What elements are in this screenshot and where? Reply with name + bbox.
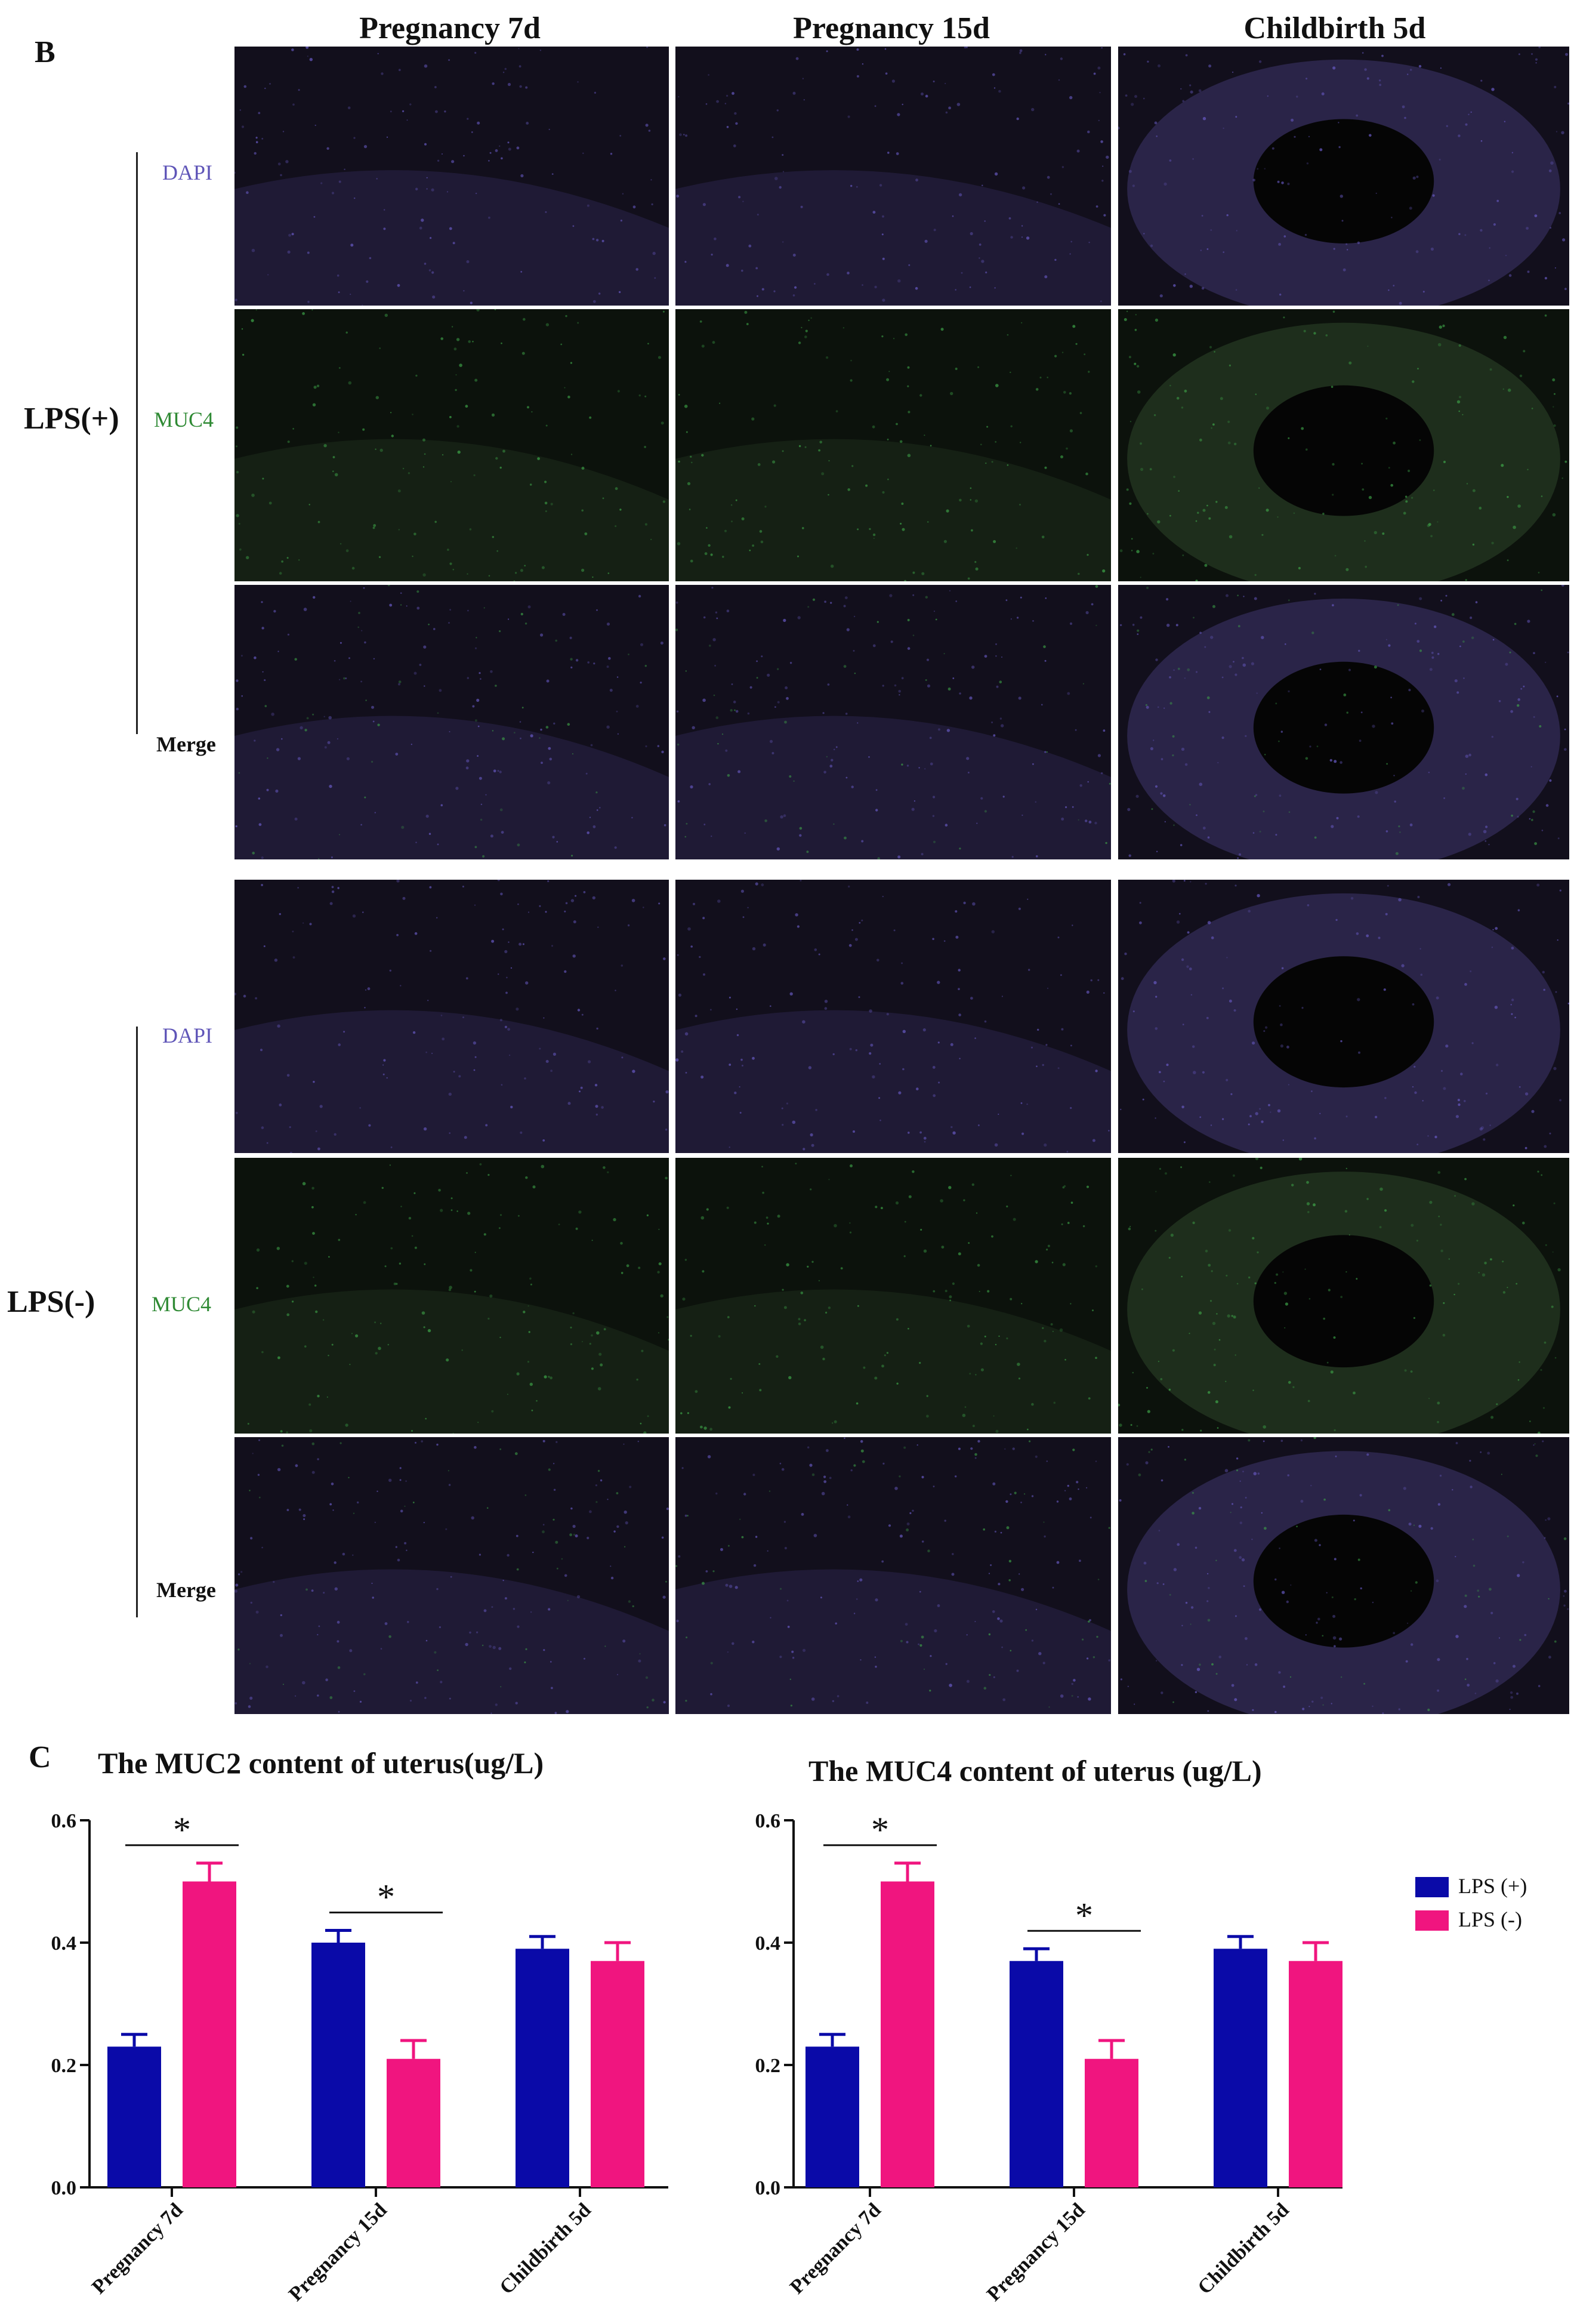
x-tick-label: Pregnancy 15d [983, 2199, 1090, 2305]
bar-lps-childbirth-5d [591, 1961, 644, 2187]
bar-lps-pregnancy-15d [387, 2058, 440, 2187]
group-label-lps-positive: LPS(+) [24, 402, 119, 436]
bar-lps-pregnancy-15d [1085, 2058, 1138, 2187]
bar-lps-childbirth-5d [516, 1949, 569, 2187]
channel-label-muc4: MUC4 [152, 1292, 212, 1316]
micrograph-lps-positive-merge-pregnancy-7d [234, 585, 669, 859]
bar-lps-pregnancy-7d [183, 1881, 236, 2187]
y-tick-label: 0.2 [755, 2055, 781, 2077]
channel-label-merge: Merge [156, 732, 216, 756]
significance-marker: * [377, 1878, 395, 1917]
chart-title-muc4: The MUC4 content of uterus (ug/L) [808, 1754, 1262, 1787]
channel-label-dapi: DAPI [162, 1024, 213, 1047]
legend-label-lps-positive: LPS (+) [1458, 1874, 1527, 1898]
channel-label-dapi: DAPI [162, 161, 213, 184]
micrograph-lps-positive-merge-pregnancy-15d [675, 585, 1111, 859]
legend-swatch-lps-positive [1415, 1877, 1449, 1897]
micrograph-lps-negative-merge-childbirth-5d [1118, 1437, 1569, 1714]
micrograph-lps-negative-merge-pregnancy-15d [675, 1437, 1111, 1714]
chart-muc2: 0.0 0.2 0.4 0.6 Pregnancy 7d Pregnancy 15d Chi… [51, 1810, 668, 2305]
x-tick-label: Pregnancy 15d [285, 2199, 391, 2305]
channel-label-muc4: MUC4 [154, 408, 214, 431]
micrograph-lps-negative-muc4-pregnancy-15d [675, 1158, 1111, 1434]
panel-b-label: B [35, 35, 55, 69]
y-tick-label: 0.0 [755, 2177, 781, 2199]
bar-lps-pregnancy-7d [107, 2046, 161, 2187]
bar-lps-childbirth-5d [1289, 1961, 1342, 2187]
column-header-pregnancy-15d: Pregnancy 15d [793, 11, 990, 45]
significance-marker: * [871, 1810, 889, 1850]
bar-lps-pregnancy-7d [805, 2046, 859, 2187]
x-tick-label: Childbirth 5d [1194, 2199, 1294, 2298]
micrograph-lps-positive-dapi-childbirth-5d [1118, 47, 1569, 306]
y-tick-label: 0.0 [51, 2177, 77, 2199]
legend: LPS (+) LPS (-) [1415, 1872, 1570, 1938]
micrograph-lps-negative-merge-pregnancy-7d [234, 1437, 669, 1714]
micrograph-lps-positive-muc4-pregnancy-15d [675, 309, 1111, 581]
micrograph-lps-positive-dapi-pregnancy-7d [234, 47, 669, 306]
group-bracket-lps-positive [136, 152, 138, 734]
y-tick-label: 0.4 [51, 1932, 77, 1955]
micrograph-lps-negative-dapi-childbirth-5d [1118, 880, 1569, 1153]
chart-title-muc2: The MUC2 content of uterus(ug/L) [98, 1746, 544, 1780]
x-tick-label: Pregnancy 7d [88, 2199, 187, 2298]
micrograph-lps-negative-muc4-pregnancy-7d [234, 1158, 669, 1434]
panel-c-label: C [29, 1740, 51, 1774]
y-tick-label: 0.4 [755, 1932, 781, 1955]
bar-lps-pregnancy-7d [881, 1881, 934, 2187]
legend-swatch-lps-negative [1415, 1910, 1449, 1931]
group-bracket-lps-negative [136, 1027, 138, 1617]
chart-muc4: 0.0 0.2 0.4 0.6 Pregnancy 7d Pregnancy 15d Chi… [755, 1810, 1342, 2305]
group-label-lps-negative: LPS(-) [7, 1285, 95, 1319]
micrograph-lps-positive-muc4-pregnancy-7d [234, 309, 669, 581]
significance-marker: * [1075, 1895, 1093, 1935]
x-tick-label: Childbirth 5d [496, 2199, 595, 2298]
bar-lps-childbirth-5d [1214, 1949, 1267, 2187]
x-tick-label: Pregnancy 7d [786, 2199, 885, 2298]
y-tick-label: 0.2 [51, 2055, 77, 2077]
bar-lps-pregnancy-15d [311, 1943, 365, 2187]
significance-marker: * [173, 1810, 191, 1850]
y-tick-label: 0.6 [51, 1810, 77, 1832]
channel-label-merge: Merge [156, 1578, 216, 1602]
bar-lps-pregnancy-15d [1010, 1961, 1063, 2187]
micrograph-lps-positive-dapi-pregnancy-15d [675, 47, 1111, 306]
micrograph-lps-negative-dapi-pregnancy-15d [675, 880, 1111, 1153]
legend-label-lps-negative: LPS (-) [1458, 1907, 1522, 1931]
micrograph-lps-negative-muc4-childbirth-5d [1118, 1158, 1569, 1434]
micrograph-lps-positive-muc4-childbirth-5d [1118, 309, 1569, 581]
micrograph-lps-positive-merge-childbirth-5d [1118, 585, 1569, 859]
column-header-childbirth-5d: Childbirth 5d [1243, 11, 1426, 45]
micrograph-lps-negative-dapi-pregnancy-7d [234, 880, 669, 1153]
column-header-pregnancy-7d: Pregnancy 7d [359, 11, 541, 45]
y-tick-label: 0.6 [755, 1810, 781, 1832]
